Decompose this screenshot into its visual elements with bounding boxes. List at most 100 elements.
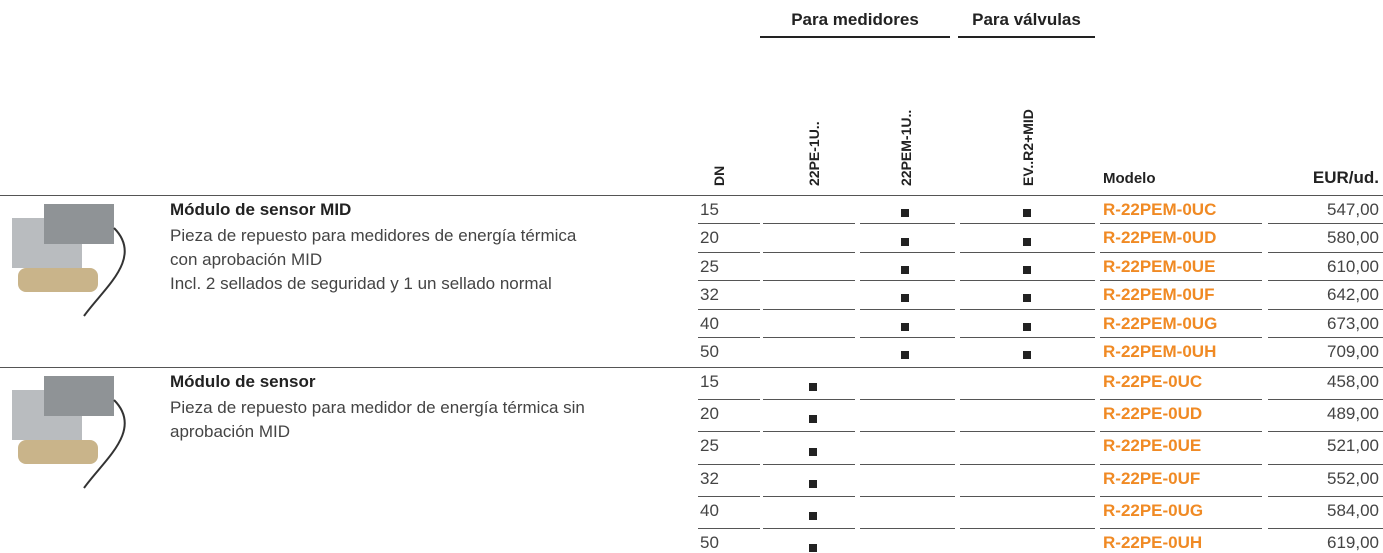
price: 547,00: [1327, 200, 1379, 219]
row-line: [763, 431, 855, 433]
availability-mark: [809, 479, 817, 488]
cable: [83, 399, 126, 489]
price: 489,00: [1327, 404, 1379, 424]
model-code: R-22PE-0UE: [1103, 436, 1202, 456]
dn: 15: [700, 372, 719, 391]
column-header: 22PEM-1U..: [898, 109, 914, 186]
availability-mark: [901, 351, 909, 360]
row-line: [1100, 431, 1262, 433]
availability-mark: [901, 237, 909, 246]
row-line: [960, 308, 1095, 310]
row-line: [960, 495, 1095, 497]
row-line: [960, 223, 1095, 225]
availability-mark: [1023, 322, 1031, 331]
row-line: [860, 223, 955, 225]
dn: 20: [700, 228, 719, 248]
row-line: [1100, 280, 1262, 282]
availability-mark: [901, 294, 909, 303]
column-header: DN: [711, 165, 727, 186]
row-line: [698, 280, 760, 282]
model-code: R-22PE-0UC: [1103, 372, 1203, 391]
row-line: [860, 308, 955, 310]
group-header: Para medidores: [760, 10, 950, 38]
row-line: [1100, 308, 1262, 310]
dn: 15: [700, 200, 719, 219]
model-code: R-22PEM-0UH: [1103, 342, 1217, 361]
dn: 50: [700, 533, 719, 552]
row-line: [763, 280, 855, 282]
row-line: [860, 280, 955, 282]
row-line: [960, 251, 1095, 253]
price: 619,00: [1327, 533, 1379, 552]
row-line: [1268, 431, 1383, 433]
row-line: [1100, 223, 1262, 225]
row-line: [960, 463, 1095, 465]
dn: 20: [700, 404, 719, 424]
device-top: [44, 204, 114, 244]
row-line: [860, 251, 955, 253]
price: 673,00: [1327, 313, 1379, 333]
row-line: [860, 495, 955, 497]
row-line: [960, 280, 1095, 282]
row-line: [1268, 223, 1383, 225]
pipe: [18, 268, 98, 292]
row-line: [763, 399, 855, 401]
row-line: [698, 463, 760, 465]
row-line: [960, 431, 1095, 433]
dn: 25: [700, 256, 719, 276]
price: 580,00: [1327, 228, 1379, 248]
device-top: [44, 376, 114, 416]
group-separator: [0, 367, 1383, 368]
availability-mark: [901, 209, 909, 218]
model-code: R-22PEM-0UD: [1103, 228, 1217, 248]
row-line: [1100, 251, 1262, 253]
availability-mark: [809, 511, 817, 520]
model-code: R-22PE-0UD: [1103, 404, 1203, 424]
product-description: con aprobación MID: [170, 250, 323, 269]
row-line: [698, 337, 760, 338]
dn: 50: [700, 342, 719, 361]
row-line: [698, 528, 760, 529]
availability-mark: [1023, 237, 1031, 246]
row-line: [860, 528, 955, 529]
row-line: [1268, 463, 1383, 465]
row-line: [1268, 308, 1383, 310]
dn: 40: [700, 313, 719, 333]
row-line: [698, 308, 760, 310]
availability-mark: [1023, 266, 1031, 274]
row-line: [1268, 337, 1383, 338]
row-line: [698, 495, 760, 497]
product-title: Módulo de sensor MID: [170, 200, 352, 219]
product-title: Módulo de sensor: [170, 372, 316, 391]
availability-mark: [1023, 209, 1031, 218]
model-code: R-22PEM-0UE: [1103, 256, 1216, 276]
price: 458,00: [1327, 372, 1379, 391]
row-line: [1268, 399, 1383, 401]
price: 521,00: [1327, 436, 1379, 456]
row-line: [698, 251, 760, 253]
cable: [83, 227, 126, 317]
price: 584,00: [1327, 500, 1379, 520]
product-description: Pieza de repuesto para medidores de ener…: [170, 226, 577, 245]
row-line: [698, 431, 760, 433]
price: 610,00: [1327, 256, 1379, 276]
model-code: R-22PEM-0UC: [1103, 200, 1217, 219]
availability-mark: [809, 544, 817, 553]
model-code: R-22PEM-0UF: [1103, 285, 1215, 305]
row-line: [1268, 528, 1383, 529]
row-line: [763, 223, 855, 225]
dn: 32: [700, 285, 719, 305]
availability-mark: [809, 415, 817, 424]
product-image: [12, 204, 126, 317]
availability-mark: [901, 266, 909, 274]
dn: 25: [700, 436, 719, 456]
row-line: [698, 223, 760, 225]
row-line: [1100, 463, 1262, 465]
row-line: [1268, 495, 1383, 497]
group-separator: [0, 195, 1383, 196]
row-line: [960, 337, 1095, 338]
model-code: R-22PEM-0UG: [1103, 313, 1218, 333]
row-line: [860, 431, 955, 433]
column-header: EV..R2+MID: [1020, 109, 1036, 186]
product-description: aprobación MID: [170, 422, 291, 441]
